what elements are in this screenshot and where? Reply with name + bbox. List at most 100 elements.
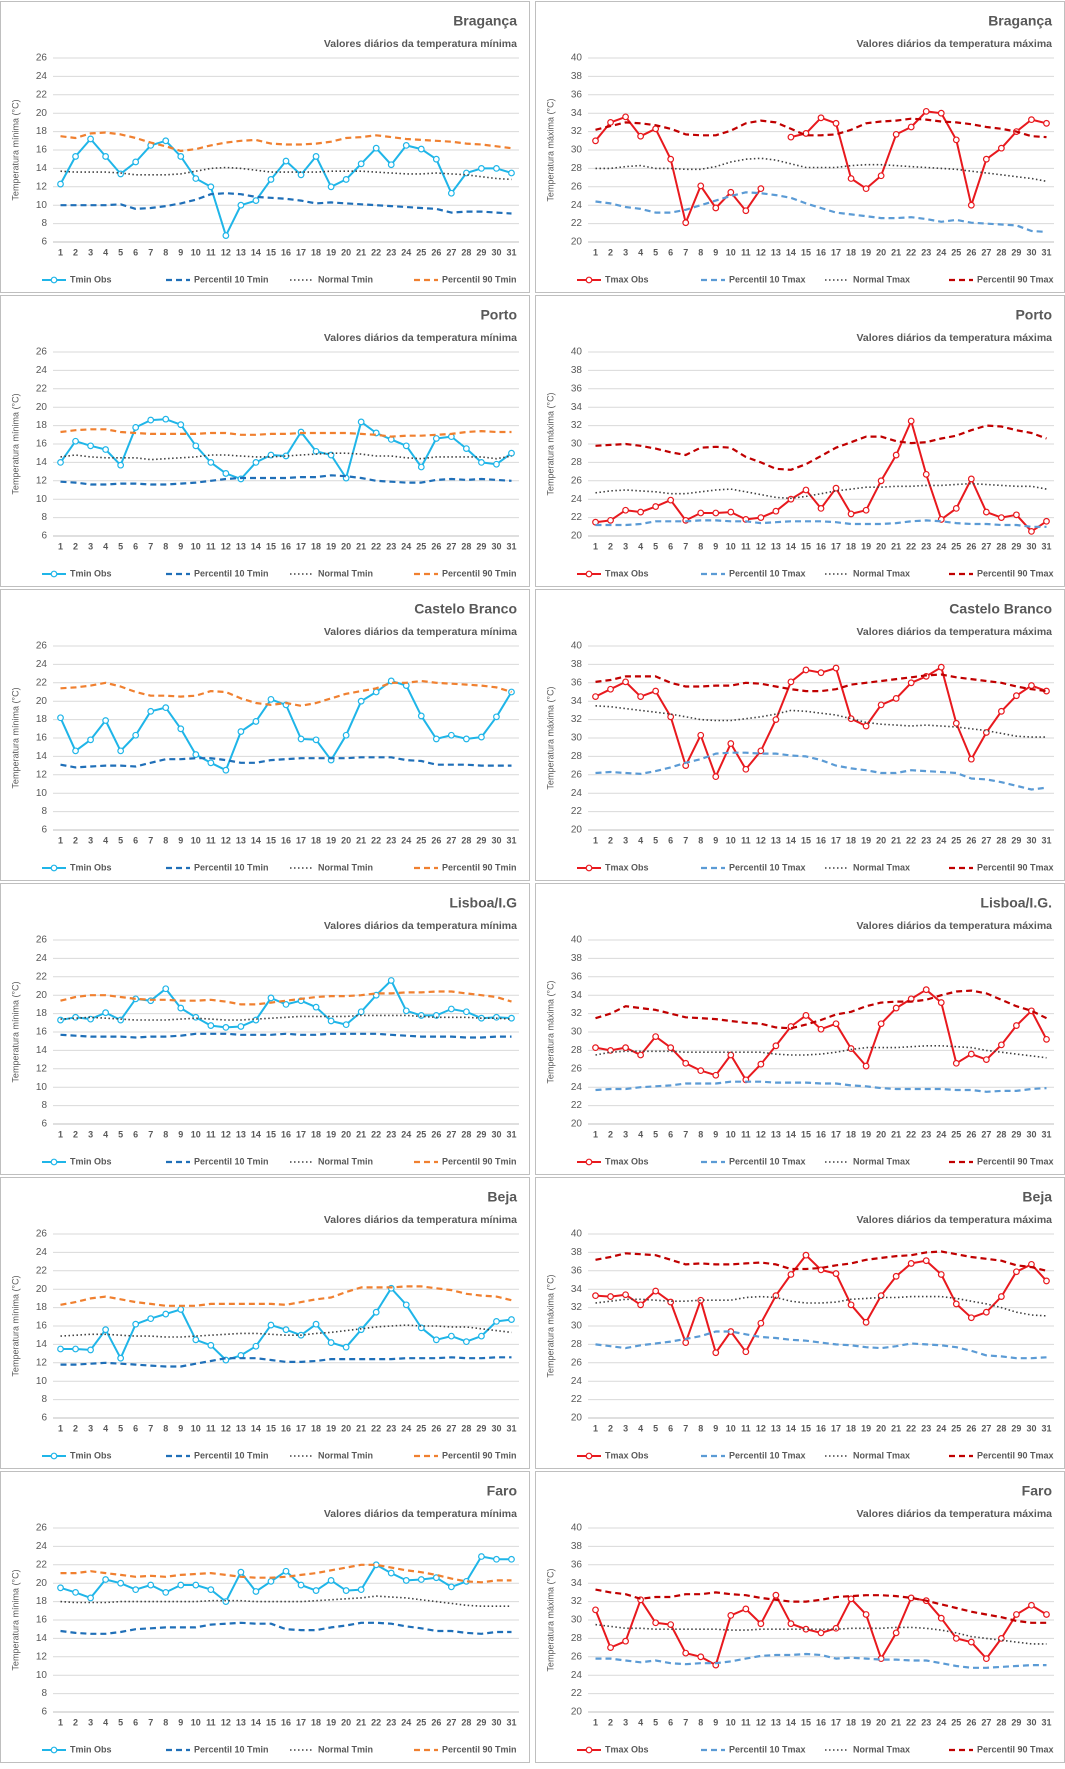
point-marker — [312, 1587, 320, 1594]
x-tick-label: 17 — [831, 1423, 841, 1433]
x-tick-label: 2 — [608, 541, 613, 551]
x-tick-label: 20 — [876, 835, 886, 845]
x-tick-label: 4 — [638, 541, 643, 551]
y-tick-label: 22 — [36, 677, 48, 688]
x-tick-label: 22 — [906, 247, 916, 257]
x-tick-label: 30 — [1026, 1717, 1036, 1727]
x-tick-label: 28 — [996, 1717, 1006, 1727]
y-tick-label: 8 — [41, 806, 47, 817]
x-tick-label: 5 — [653, 541, 658, 551]
x-tick-label: 6 — [133, 247, 138, 257]
x-tick-label: 23 — [921, 541, 931, 551]
x-tick-label: 21 — [891, 835, 901, 845]
point-marker — [177, 725, 185, 733]
point-marker — [102, 153, 110, 160]
point-marker — [327, 1577, 335, 1584]
x-tick-label: 13 — [771, 835, 781, 845]
chart-title: Porto — [480, 307, 517, 323]
legend-label: Normal Tmax — [853, 568, 910, 578]
point-marker — [832, 1270, 840, 1277]
x-tick-label: 31 — [1041, 1717, 1051, 1727]
x-tick-label: 15 — [801, 835, 811, 845]
x-tick-label: 13 — [771, 247, 781, 257]
series-line — [60, 1324, 512, 1338]
y-tick-label: 20 — [571, 1413, 583, 1424]
x-tick-label: 24 — [401, 1423, 411, 1433]
point-marker — [447, 1005, 455, 1013]
x-tick-label: 13 — [771, 541, 781, 551]
chart-subtitle: Valores diários da temperatura mínima — [324, 1508, 517, 1520]
y-tick-label: 22 — [36, 89, 48, 100]
point-marker — [952, 1059, 960, 1067]
x-tick-label: 12 — [221, 247, 231, 257]
y-axis-label: Temperatura máxima (°C) — [545, 686, 555, 789]
y-tick-label: 26 — [571, 1063, 583, 1074]
point-marker — [417, 1576, 425, 1583]
point-marker — [937, 1271, 945, 1278]
x-tick-label: 17 — [831, 1129, 841, 1139]
y-tick-label: 22 — [571, 1394, 583, 1405]
point-marker — [817, 504, 825, 512]
y-tick-label: 36 — [571, 89, 583, 100]
point-marker — [387, 1569, 395, 1577]
series-line — [595, 1080, 1047, 1093]
x-tick-label: 7 — [683, 1717, 688, 1727]
y-axis-label: Temperatura máxima (°C) — [545, 1568, 555, 1671]
point-marker — [712, 509, 720, 517]
x-tick-label: 3 — [623, 541, 628, 551]
y-tick-label: 38 — [571, 659, 583, 670]
legend-label: Percentil 10 Tmax — [729, 568, 806, 578]
point-marker — [607, 685, 614, 693]
x-tick-label: 13 — [236, 1423, 246, 1433]
x-tick-label: 18 — [846, 835, 856, 845]
x-tick-label: 19 — [326, 247, 336, 257]
point-marker — [817, 669, 825, 677]
x-tick-label: 26 — [966, 247, 976, 257]
y-tick-label: 14 — [36, 457, 48, 468]
x-tick-label: 19 — [326, 1717, 336, 1727]
point-marker — [607, 516, 614, 524]
x-tick-label: 3 — [623, 1423, 628, 1433]
y-axis-label: Temperatura máxima (°C) — [545, 1274, 555, 1377]
point-marker — [862, 1318, 870, 1326]
series-line — [60, 990, 512, 1006]
y-tick-label: 28 — [571, 751, 583, 762]
x-tick-label: 27 — [981, 247, 991, 257]
point-marker — [832, 1624, 840, 1632]
point-marker — [342, 731, 350, 739]
chart-panel: Bragança Valores diários da temperatura m… — [535, 1, 1065, 293]
x-tick-label: 25 — [416, 1129, 426, 1139]
x-tick-label: 5 — [118, 1717, 123, 1727]
x-tick-label: 24 — [936, 1717, 946, 1727]
x-tick-label: 25 — [416, 835, 426, 845]
x-tick-label: 9 — [178, 541, 183, 551]
point-marker — [757, 747, 765, 755]
x-tick-label: 16 — [816, 835, 826, 845]
point-marker — [697, 1067, 705, 1075]
series-line — [60, 428, 512, 438]
x-tick-label: 30 — [491, 1423, 501, 1433]
y-tick-label: 18 — [36, 1008, 48, 1019]
x-tick-label: 3 — [88, 247, 93, 257]
point-marker — [952, 136, 960, 144]
y-tick-label: 28 — [571, 163, 583, 174]
x-tick-label: 28 — [461, 541, 471, 551]
point-marker — [847, 1045, 855, 1052]
point-marker — [967, 755, 975, 763]
point-marker — [327, 183, 335, 191]
y-tick-label: 24 — [36, 71, 48, 82]
x-tick-label: 9 — [713, 1423, 718, 1433]
point-marker — [342, 1587, 350, 1594]
x-tick-label: 9 — [713, 835, 718, 845]
x-tick-label: 21 — [356, 835, 366, 845]
x-tick-label: 12 — [756, 1129, 766, 1139]
point-marker — [432, 735, 440, 743]
y-tick-label: 6 — [41, 1707, 47, 1718]
x-tick-label: 14 — [786, 247, 796, 257]
x-tick-label: 30 — [1026, 247, 1036, 257]
point-marker — [787, 1271, 795, 1278]
point-marker — [682, 1059, 690, 1067]
point-marker — [462, 1008, 470, 1016]
x-tick-label: 15 — [801, 1129, 811, 1139]
y-tick-label: 22 — [571, 1100, 583, 1111]
